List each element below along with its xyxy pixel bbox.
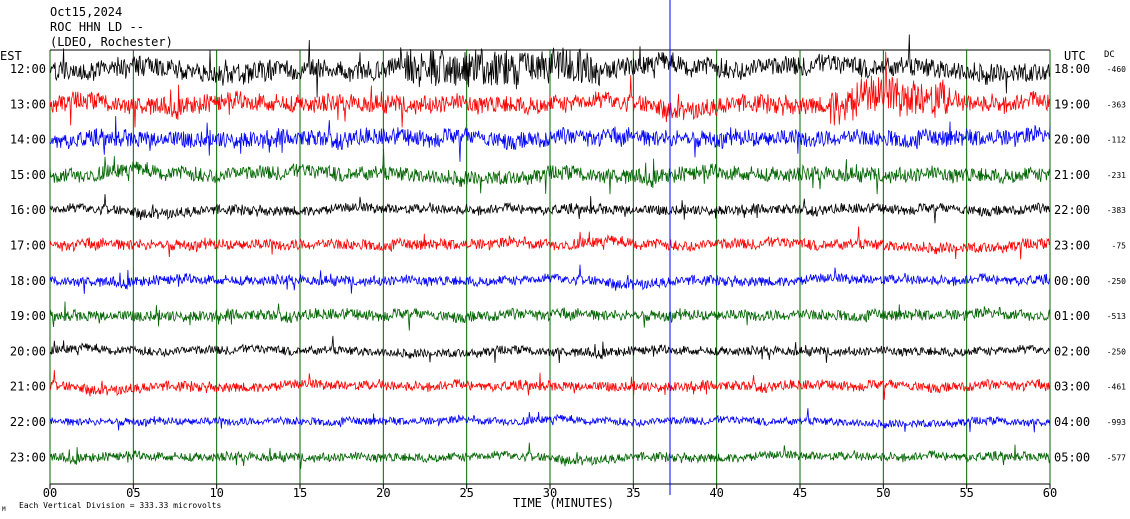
trace-line xyxy=(49,335,1051,364)
dc-offset-label: -577 xyxy=(1107,453,1126,462)
corner-mark: M xyxy=(2,506,6,513)
est-hour-label: 20:00 xyxy=(10,344,46,358)
trace-line xyxy=(49,148,1051,195)
dc-offset-label: -231 xyxy=(1107,171,1126,180)
x-tick-label: 25 xyxy=(459,486,473,500)
utc-hour-label: 01:00 xyxy=(1054,309,1090,323)
scale-note: Each Vertical Division = 333.33 microvol… xyxy=(19,501,221,510)
est-hour-label: 19:00 xyxy=(10,309,46,323)
utc-hour-label: 05:00 xyxy=(1054,450,1090,464)
x-tick-label: 55 xyxy=(959,486,973,500)
header-location: (LDEO, Rochester) xyxy=(50,35,173,49)
dc-offset-label: -383 xyxy=(1107,206,1126,215)
trace-line xyxy=(49,301,1051,331)
dc-offset-label: -250 xyxy=(1107,277,1126,286)
dc-offset-label: -513 xyxy=(1107,312,1126,321)
left-axis-title: EST xyxy=(0,49,22,63)
est-hour-label: 14:00 xyxy=(10,133,46,147)
est-hour-label: 18:00 xyxy=(10,274,46,288)
utc-hour-label: 02:00 xyxy=(1054,344,1090,358)
trace-line xyxy=(49,369,1051,400)
dc-offset-label: -993 xyxy=(1107,418,1126,427)
dc-offset-label: -75 xyxy=(1112,242,1127,251)
utc-hour-label: 18:00 xyxy=(1054,62,1090,76)
est-hour-label: 21:00 xyxy=(10,380,46,394)
x-tick-label: 35 xyxy=(626,486,640,500)
x-tick-label: 15 xyxy=(293,486,307,500)
x-tick-label: 20 xyxy=(376,486,390,500)
dc-offset-label: -460 xyxy=(1107,65,1126,74)
est-hour-label: 16:00 xyxy=(10,203,46,217)
x-tick-labels: 00 05 10 15 20 25 30 35 40 45 50 55 60 xyxy=(43,486,1057,500)
dc-offset-label: -112 xyxy=(1107,136,1126,145)
dc-offset-label: -461 xyxy=(1107,383,1126,392)
right-axis-title: UTC xyxy=(1064,49,1086,63)
utc-hour-label: 23:00 xyxy=(1054,239,1090,253)
x-tick-label: 60 xyxy=(1043,486,1057,500)
trace-line xyxy=(49,34,1051,98)
utc-hour-label: 22:00 xyxy=(1054,203,1090,217)
row-labels: 12:00 18:00 -460 13:00 19:00 -363 14:00 20:00 -1… xyxy=(10,62,1126,464)
x-tick-label: 30 xyxy=(543,486,557,500)
x-axis-title: TIME (MINUTES) xyxy=(513,496,614,510)
trace-line xyxy=(49,226,1051,260)
x-tick-label: 00 xyxy=(43,486,57,500)
trace-line xyxy=(49,194,1051,224)
utc-hour-label: 21:00 xyxy=(1054,168,1090,182)
header-station: ROC HHN LD -- xyxy=(50,20,144,34)
utc-hour-label: 03:00 xyxy=(1054,380,1090,394)
est-hour-label: 23:00 xyxy=(10,450,46,464)
x-tick-label: 10 xyxy=(209,486,223,500)
trace-line xyxy=(49,116,1051,162)
est-hour-label: 15:00 xyxy=(10,168,46,182)
est-hour-label: 22:00 xyxy=(10,415,46,429)
utc-hour-label: 19:00 xyxy=(1054,97,1090,111)
trace-line xyxy=(49,408,1051,433)
utc-hour-label: 00:00 xyxy=(1054,274,1090,288)
est-hour-label: 13:00 xyxy=(10,97,46,111)
header-date: Oct15,2024 xyxy=(50,5,122,19)
x-tick-label: 50 xyxy=(876,486,890,500)
est-hour-label: 12:00 xyxy=(10,62,46,76)
est-hour-label: 17:00 xyxy=(10,239,46,253)
utc-hour-label: 04:00 xyxy=(1054,415,1090,429)
x-tick-label: 05 xyxy=(126,486,140,500)
x-tick-label: 40 xyxy=(709,486,723,500)
utc-hour-label: 20:00 xyxy=(1054,133,1090,147)
trace-line xyxy=(49,51,1051,128)
dc-offset-label: -250 xyxy=(1107,347,1126,356)
trace-group xyxy=(49,0,1051,495)
dc-offset-label: -363 xyxy=(1107,100,1126,109)
trace-line xyxy=(49,442,1051,469)
trace-line xyxy=(49,264,1051,294)
x-tick-label: 45 xyxy=(793,486,807,500)
dc-axis-title: DC xyxy=(1104,50,1115,60)
vertical-grid xyxy=(49,50,1051,489)
